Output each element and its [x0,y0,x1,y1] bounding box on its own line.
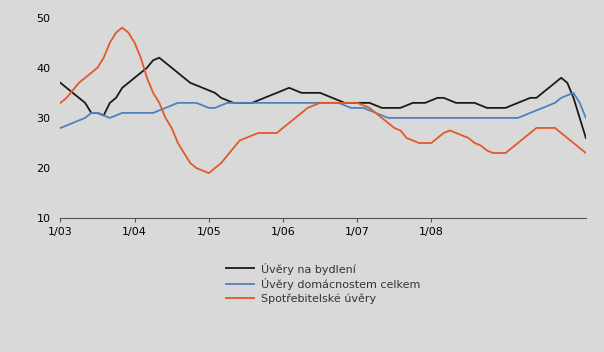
Line: Spotřebitelské úvěry: Spotřebitelské úvěry [60,28,586,173]
Úvěry na bydlení [316,91,324,95]
Úvěry na bydlení [508,103,515,107]
Spotřebitelské úvěry [471,141,478,145]
Spotřebitelské úvěry [118,26,126,30]
Line: Úvěry domácnostem celkem: Úvěry domácnostem celkem [60,93,586,128]
Úvěry na bydlení [69,91,76,95]
Spotřebitelské úvěry [69,88,76,93]
Úvěry na bydlení [582,136,590,140]
Úvěry domácnostem celkem [502,116,509,120]
Úvěry domácnostem celkem [82,116,89,120]
Úvěry domácnostem celkem [570,91,577,95]
Úvěry domácnostem celkem [458,116,466,120]
Legend: Úvěry na bydlení, Úvěry domácnostem celkem, Spotřebitelské úvěry: Úvěry na bydlení, Úvěry domácnostem celk… [222,258,425,309]
Úvěry na bydlení [57,81,64,85]
Úvěry na bydlení [156,56,163,60]
Úvěry domácnostem celkem [57,126,64,130]
Úvěry domácnostem celkem [69,121,76,125]
Spotřebitelské úvěry [582,151,590,155]
Spotřebitelské úvěry [82,76,89,80]
Úvěry domácnostem celkem [582,116,590,120]
Spotřebitelské úvěry [323,101,330,105]
Úvěry na bydlení [112,96,120,100]
Spotřebitelské úvěry [57,101,64,105]
Úvěry domácnostem celkem [310,101,318,105]
Úvěry na bydlení [82,101,89,105]
Line: Úvěry na bydlení: Úvěry na bydlení [60,58,586,138]
Spotřebitelské úvěry [205,171,213,175]
Úvěry na bydlení [465,101,472,105]
Spotřebitelské úvěry [514,141,521,145]
Úvěry domácnostem celkem [112,113,120,118]
Spotřebitelské úvěry [112,31,120,35]
